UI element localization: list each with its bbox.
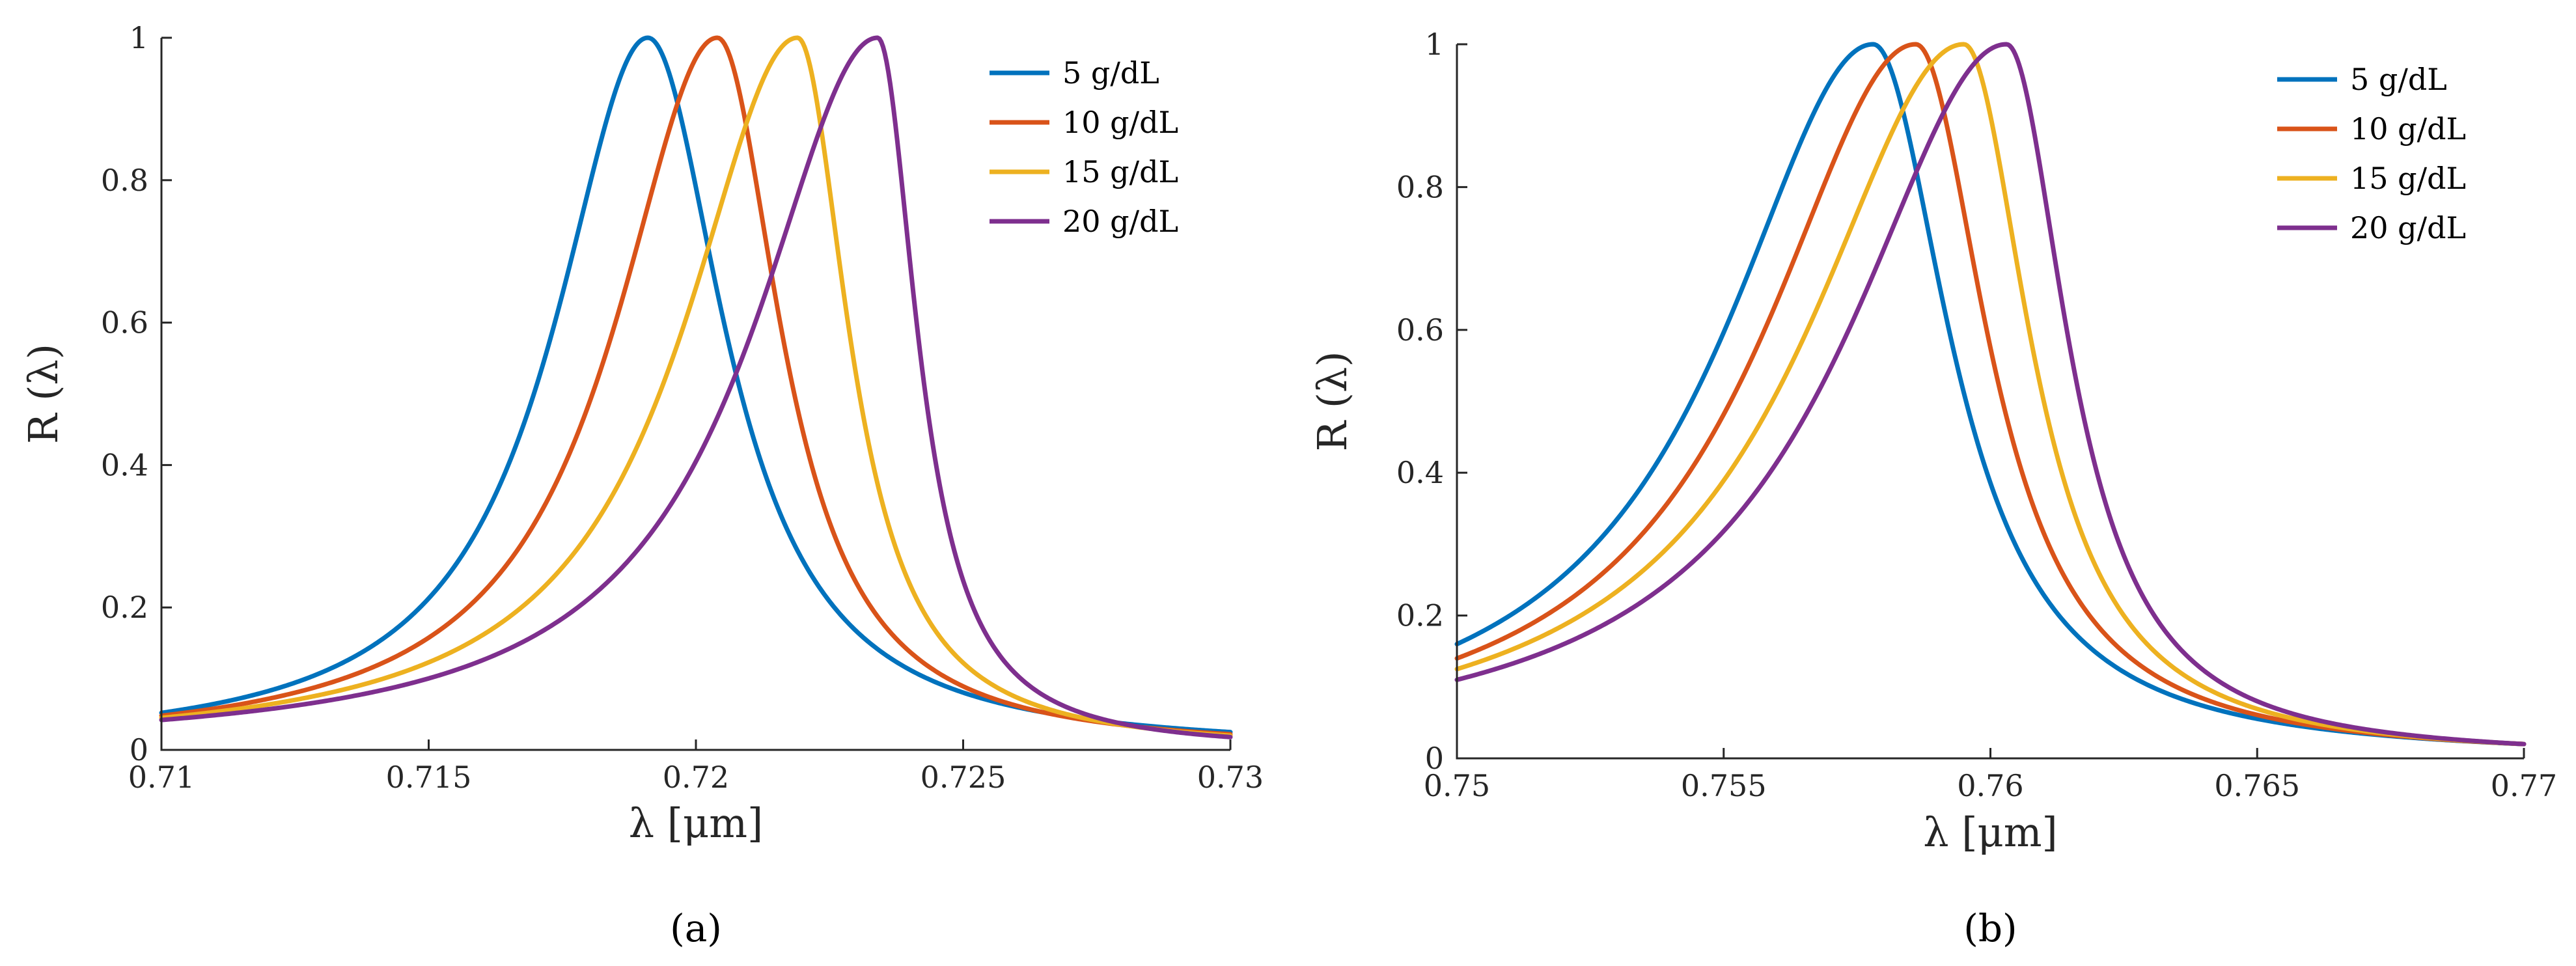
y-tick-label: 0.8 (101, 163, 148, 198)
legend-label: 10 g/dL (2350, 111, 2466, 146)
axis-box (1456, 44, 2524, 760)
x-tick-label: 0.73 (1197, 760, 1264, 795)
x-tick-label: 0.725 (921, 760, 1006, 795)
x-tick-label: 0.715 (386, 760, 472, 795)
y-tick-label: 0.2 (101, 590, 148, 625)
series-line-10-g-dl (1454, 42, 2527, 747)
x-axis-label: λ [μm] (1923, 808, 2057, 856)
y-axis-label: R (λ) (20, 344, 67, 444)
y-tick-label: 0.2 (1396, 598, 1444, 633)
y-tick-label: 0.8 (1396, 169, 1444, 204)
legend: 5 g/dL 10 g/dL 15 g/dL 20 g/dL (2277, 62, 2466, 245)
y-tick-label: 0.6 (1396, 312, 1444, 348)
y-tick-label: 0 (130, 732, 148, 767)
series-group (159, 35, 1233, 739)
legend-label: 10 g/dL (1062, 105, 1178, 140)
x-tick-label: 0.755 (1681, 768, 1767, 803)
series-line-10-g-dl (159, 35, 1233, 737)
legend: 5 g/dL 10 g/dL 15 g/dL 20 g/dL (990, 55, 1178, 239)
legend-label: 15 g/dL (2350, 161, 2466, 196)
x-tick-label: 0.75 (1424, 768, 1490, 803)
y-ticks: 0 0.2 0.4 0.6 0.8 1 (1396, 27, 1467, 776)
series-line-15-g-dl (159, 35, 1233, 738)
y-tick-label: 0.4 (101, 447, 148, 482)
legend-label: 15 g/dL (1062, 154, 1178, 189)
panel-label-b: (b) (1963, 906, 2017, 950)
chart-panel-a: 0.71 0.715 0.72 0.725 0.73 0 0.2 0.4 0.6 0.8 1 λ … (20, 20, 1264, 950)
series-line-20-g-dl (1454, 42, 2527, 747)
x-tick-label: 0.76 (1957, 768, 2023, 803)
legend-label: 20 g/dL (1062, 204, 1178, 239)
x-axis-label: λ [μm] (629, 799, 763, 847)
x-ticks: 0.71 0.715 0.72 0.725 0.73 (128, 739, 1264, 795)
legend-label: 5 g/dL (2350, 62, 2447, 97)
series-line-5-g-dl (1454, 42, 2527, 747)
x-tick-label: 0.765 (2214, 768, 2300, 803)
legend-label: 5 g/dL (1062, 55, 1159, 90)
y-tick-label: 0.4 (1396, 455, 1444, 490)
legend-label: 20 g/dL (2350, 210, 2466, 245)
y-tick-label: 1 (130, 20, 148, 55)
y-tick-label: 1 (1425, 27, 1444, 62)
x-ticks: 0.75 0.755 0.76 0.765 0.77 (1424, 748, 2557, 803)
y-tick-label: 0 (1425, 741, 1444, 776)
series-group (1454, 42, 2527, 747)
series-line-20-g-dl (159, 35, 1233, 739)
x-tick-label: 0.72 (663, 760, 729, 795)
y-axis-label: R (λ) (1309, 351, 1356, 451)
y-tick-label: 0.6 (101, 305, 148, 340)
x-tick-label: 0.71 (128, 760, 195, 795)
axis-box (160, 38, 1230, 751)
chart-panel-b: 0.75 0.755 0.76 0.765 0.77 0 0.2 0.4 0.6 0.8 1 λ … (1309, 27, 2557, 950)
panel-label-a: (a) (670, 906, 722, 950)
y-ticks: 0 0.2 0.4 0.6 0.8 1 (101, 20, 172, 767)
series-line-5-g-dl (159, 35, 1233, 735)
x-tick-label: 0.77 (2491, 768, 2557, 803)
series-line-15-g-dl (1454, 42, 2527, 747)
